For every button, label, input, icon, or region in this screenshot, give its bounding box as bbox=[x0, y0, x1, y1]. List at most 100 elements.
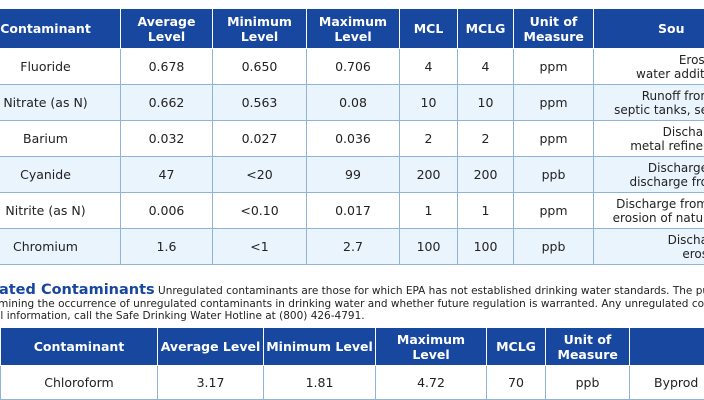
header-source: Sou bbox=[593, 8, 704, 49]
source-line: eros bbox=[682, 246, 704, 261]
source-line: Erosi bbox=[678, 52, 704, 67]
source-line: discharge fro bbox=[629, 174, 704, 189]
unregulated-contaminants-section: lated Contaminants Unregulated contamina… bbox=[0, 282, 704, 323]
source-line: Runoff fron bbox=[641, 88, 704, 103]
header-maximum-level-text: Maximum Level bbox=[318, 13, 388, 44]
unregulated-contaminants-table: Contaminant Average Level Minimum Level … bbox=[0, 327, 704, 400]
cell-source-text: Byprod bbox=[654, 374, 699, 390]
table-row: Nitrate (as N) 0.662 0.563 0.08 10 10 pp… bbox=[0, 84, 704, 121]
header-maximum-level: Maximum Level bbox=[375, 327, 487, 366]
cell-average: 3.17 bbox=[157, 365, 264, 400]
header-unit-of-measure: Unit of Measure bbox=[545, 327, 630, 366]
table-row: Chloroform 3.17 1.81 4.72 70 ppb Byprod bbox=[0, 365, 704, 400]
header-contaminant: Contaminant bbox=[0, 327, 158, 366]
cell-mcl: 10 bbox=[399, 84, 458, 121]
source-line: Discharge bbox=[647, 160, 704, 175]
top-strip bbox=[0, 0, 704, 8]
cell-maximum: 0.08 bbox=[306, 84, 400, 121]
cell-unit: ppb bbox=[545, 365, 630, 400]
cell-unit: ppb bbox=[513, 228, 594, 265]
cell-source: Runoff fron septic tanks, se bbox=[593, 84, 704, 121]
source-line: Discha bbox=[667, 232, 704, 247]
cell-unit: ppm bbox=[513, 120, 594, 157]
source-line: Discharge from bbox=[616, 196, 704, 211]
unregulated-text-3: al information, call the Safe Drinking W… bbox=[0, 310, 365, 322]
cell-mclg: 200 bbox=[457, 156, 514, 193]
cell-source: Byprod bbox=[629, 365, 704, 400]
cell-maximum: 0.706 bbox=[306, 48, 400, 85]
header-unit-of-measure-text: Unit of Measure bbox=[557, 331, 618, 362]
cell-unit: ppm bbox=[513, 84, 594, 121]
header-contaminant: Contaminant bbox=[0, 8, 121, 49]
source-line: metal refiner bbox=[630, 138, 704, 153]
regulated-contaminants-table: Contaminant Average Level Minimum Level … bbox=[0, 8, 704, 265]
header-source-blank bbox=[629, 327, 704, 366]
cell-mclg: 1 bbox=[457, 192, 514, 229]
cell-source: Dischar metal refiner bbox=[593, 120, 704, 157]
cell-mcl: 2 bbox=[399, 120, 458, 157]
table-row: Barium 0.032 0.027 0.036 2 2 ppm Dischar… bbox=[0, 120, 704, 157]
unregulated-text-1: Unregulated contaminants are those for w… bbox=[158, 285, 704, 297]
cell-mclg: 70 bbox=[486, 365, 546, 400]
header-unit-of-measure: Unit of Measure bbox=[513, 8, 594, 49]
cell-contaminant: Nitrate (as N) bbox=[0, 84, 121, 121]
cell-mclg: 100 bbox=[457, 228, 514, 265]
source-line: water additi bbox=[636, 66, 704, 81]
cell-mcl: 100 bbox=[399, 228, 458, 265]
header-minimum-level: Minimum Level bbox=[263, 327, 376, 366]
cell-maximum: 4.72 bbox=[375, 365, 487, 400]
unregulated-heading: lated Contaminants bbox=[0, 282, 155, 298]
header-mcl: MCL bbox=[399, 8, 458, 49]
cell-mcl: 1 bbox=[399, 192, 458, 229]
cell-source: Erosiwater additi bbox=[593, 48, 704, 85]
cell-source: Dischaeros bbox=[593, 228, 704, 265]
table-header-row: Contaminant Average Level Minimum Level … bbox=[0, 327, 704, 366]
table-row: Cyanide 47 <20 99 200 200 ppb Discharge d… bbox=[0, 156, 704, 193]
header-mclg: MCLG bbox=[457, 8, 514, 49]
cell-minimum: <0.10 bbox=[212, 192, 307, 229]
cell-mcl: 4 bbox=[399, 48, 458, 85]
header-minimum-level: Minimum Level bbox=[212, 8, 307, 49]
cell-maximum: 0.036 bbox=[306, 120, 400, 157]
cell-contaminant: Chloroform bbox=[0, 365, 158, 400]
cell-minimum: 0.650 bbox=[212, 48, 307, 85]
cell-minimum: 0.027 bbox=[212, 120, 307, 157]
header-unit-of-measure-text: Unit of Measure bbox=[523, 13, 584, 44]
cell-unit: ppb bbox=[513, 156, 594, 193]
table-row: Chromium 1.6 <1 2.7 100 100 ppb Discha er… bbox=[0, 228, 704, 265]
cell-average: 0.032 bbox=[120, 120, 213, 157]
cell-maximum: 0.017 bbox=[306, 192, 400, 229]
source-line: Dischar bbox=[662, 124, 704, 139]
header-maximum-level: Maximum Level bbox=[306, 8, 400, 49]
header-minimum-level-text: Minimum Level bbox=[227, 13, 292, 44]
cell-minimum: <1 bbox=[212, 228, 307, 265]
source-line: erosion of natur bbox=[612, 210, 704, 225]
cell-mclg: 10 bbox=[457, 84, 514, 121]
header-source-text: Sou bbox=[658, 21, 685, 36]
cell-source: Discharge from erosion of natur bbox=[593, 192, 704, 229]
cell-contaminant: Fluoride bbox=[0, 48, 121, 85]
cell-average: 0.678 bbox=[120, 48, 213, 85]
unregulated-line-1: lated Contaminants Unregulated contamina… bbox=[0, 282, 704, 298]
cell-source: Discharge discharge fro bbox=[593, 156, 704, 193]
cell-maximum: 99 bbox=[306, 156, 400, 193]
table-row: Fluoride 0.678 0.650 0.706 4 4 ppm Erosi… bbox=[0, 48, 704, 85]
table-header-row: Contaminant Average Level Minimum Level … bbox=[0, 8, 704, 49]
header-mclg: MCLG bbox=[486, 327, 546, 366]
cell-unit: ppm bbox=[513, 48, 594, 85]
unregulated-text-2: rmining the occurrence of unregulated co… bbox=[0, 297, 704, 310]
cell-mclg: 4 bbox=[457, 48, 514, 85]
cell-contaminant: Chromium bbox=[0, 228, 121, 265]
cell-maximum: 2.7 bbox=[306, 228, 400, 265]
cell-minimum: <20 bbox=[212, 156, 307, 193]
cell-contaminant: Barium bbox=[0, 120, 121, 157]
header-average-level: Average Level bbox=[120, 8, 213, 49]
cell-average: 0.662 bbox=[120, 84, 213, 121]
cell-contaminant: Cyanide bbox=[0, 156, 121, 193]
cell-contaminant: Nitrite (as N) bbox=[0, 192, 121, 229]
header-maximum-level-text: Maximum Level bbox=[396, 331, 466, 362]
header-average-level: Average Level bbox=[157, 327, 264, 366]
header-average-level-text: Average Level bbox=[137, 13, 196, 44]
cell-average: 0.006 bbox=[120, 192, 213, 229]
